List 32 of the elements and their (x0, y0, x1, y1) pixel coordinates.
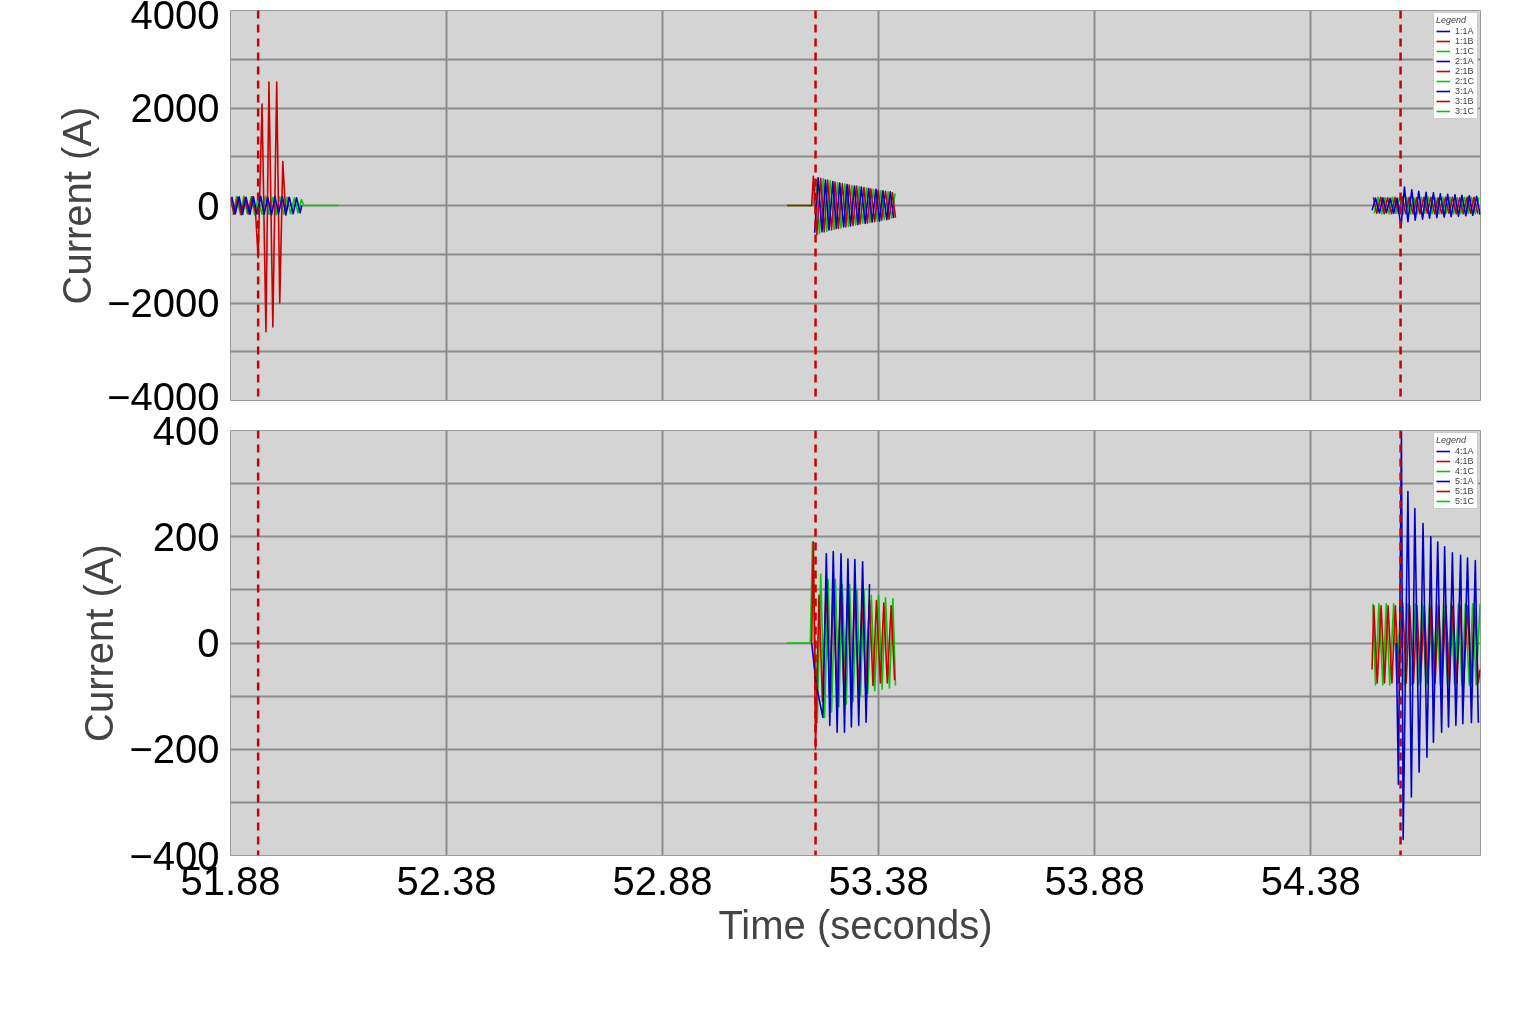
legend-label: 4:1B (1455, 456, 1475, 466)
legend-label: 2:1A (1455, 56, 1475, 66)
x-tick-label: 54.38 (1260, 858, 1361, 903)
legend-label: 1:1C (1455, 46, 1475, 56)
legend-label: 4:1A (1455, 446, 1475, 456)
legend-label: 3:1B (1455, 96, 1475, 106)
legend-label: 5:1B (1455, 486, 1475, 496)
legend-label: 4:1C (1455, 466, 1475, 476)
legend-label: 3:1A (1455, 86, 1475, 96)
y-axis-title: Current (A) (77, 544, 122, 742)
legend-label: 5:1A (1455, 476, 1475, 486)
x-axis-title: Time (seconds) (718, 902, 993, 947)
x-tick-label: 53.88 (1044, 858, 1145, 903)
y-axis-title: Current (A) (55, 106, 100, 305)
legend-label: 2:1B (1455, 66, 1475, 76)
y-tick-label: −200 (129, 727, 220, 772)
y-tick-label: 4000 (130, 0, 220, 37)
x-tick-label: 52.88 (612, 858, 713, 903)
y-tick-label: 0 (197, 621, 220, 665)
legend-title: Legend (1436, 435, 1468, 445)
x-tick-label: 53.38 (828, 858, 929, 903)
legend-label: 1:1B (1455, 36, 1475, 46)
legend-label: 2:1C (1455, 76, 1475, 86)
y-tick-label: 2000 (130, 86, 220, 130)
y-tick-label: 0 (197, 183, 220, 228)
legend-label: 5:1C (1455, 496, 1475, 506)
legend-label: 1:1A (1455, 26, 1475, 36)
y-tick-label: −2000 (107, 281, 220, 325)
y-tick-label: 200 (152, 514, 220, 559)
x-tick-label: 52.38 (396, 858, 497, 903)
legend-label: 3:1C (1455, 106, 1475, 116)
legend-title: Legend (1436, 15, 1468, 25)
